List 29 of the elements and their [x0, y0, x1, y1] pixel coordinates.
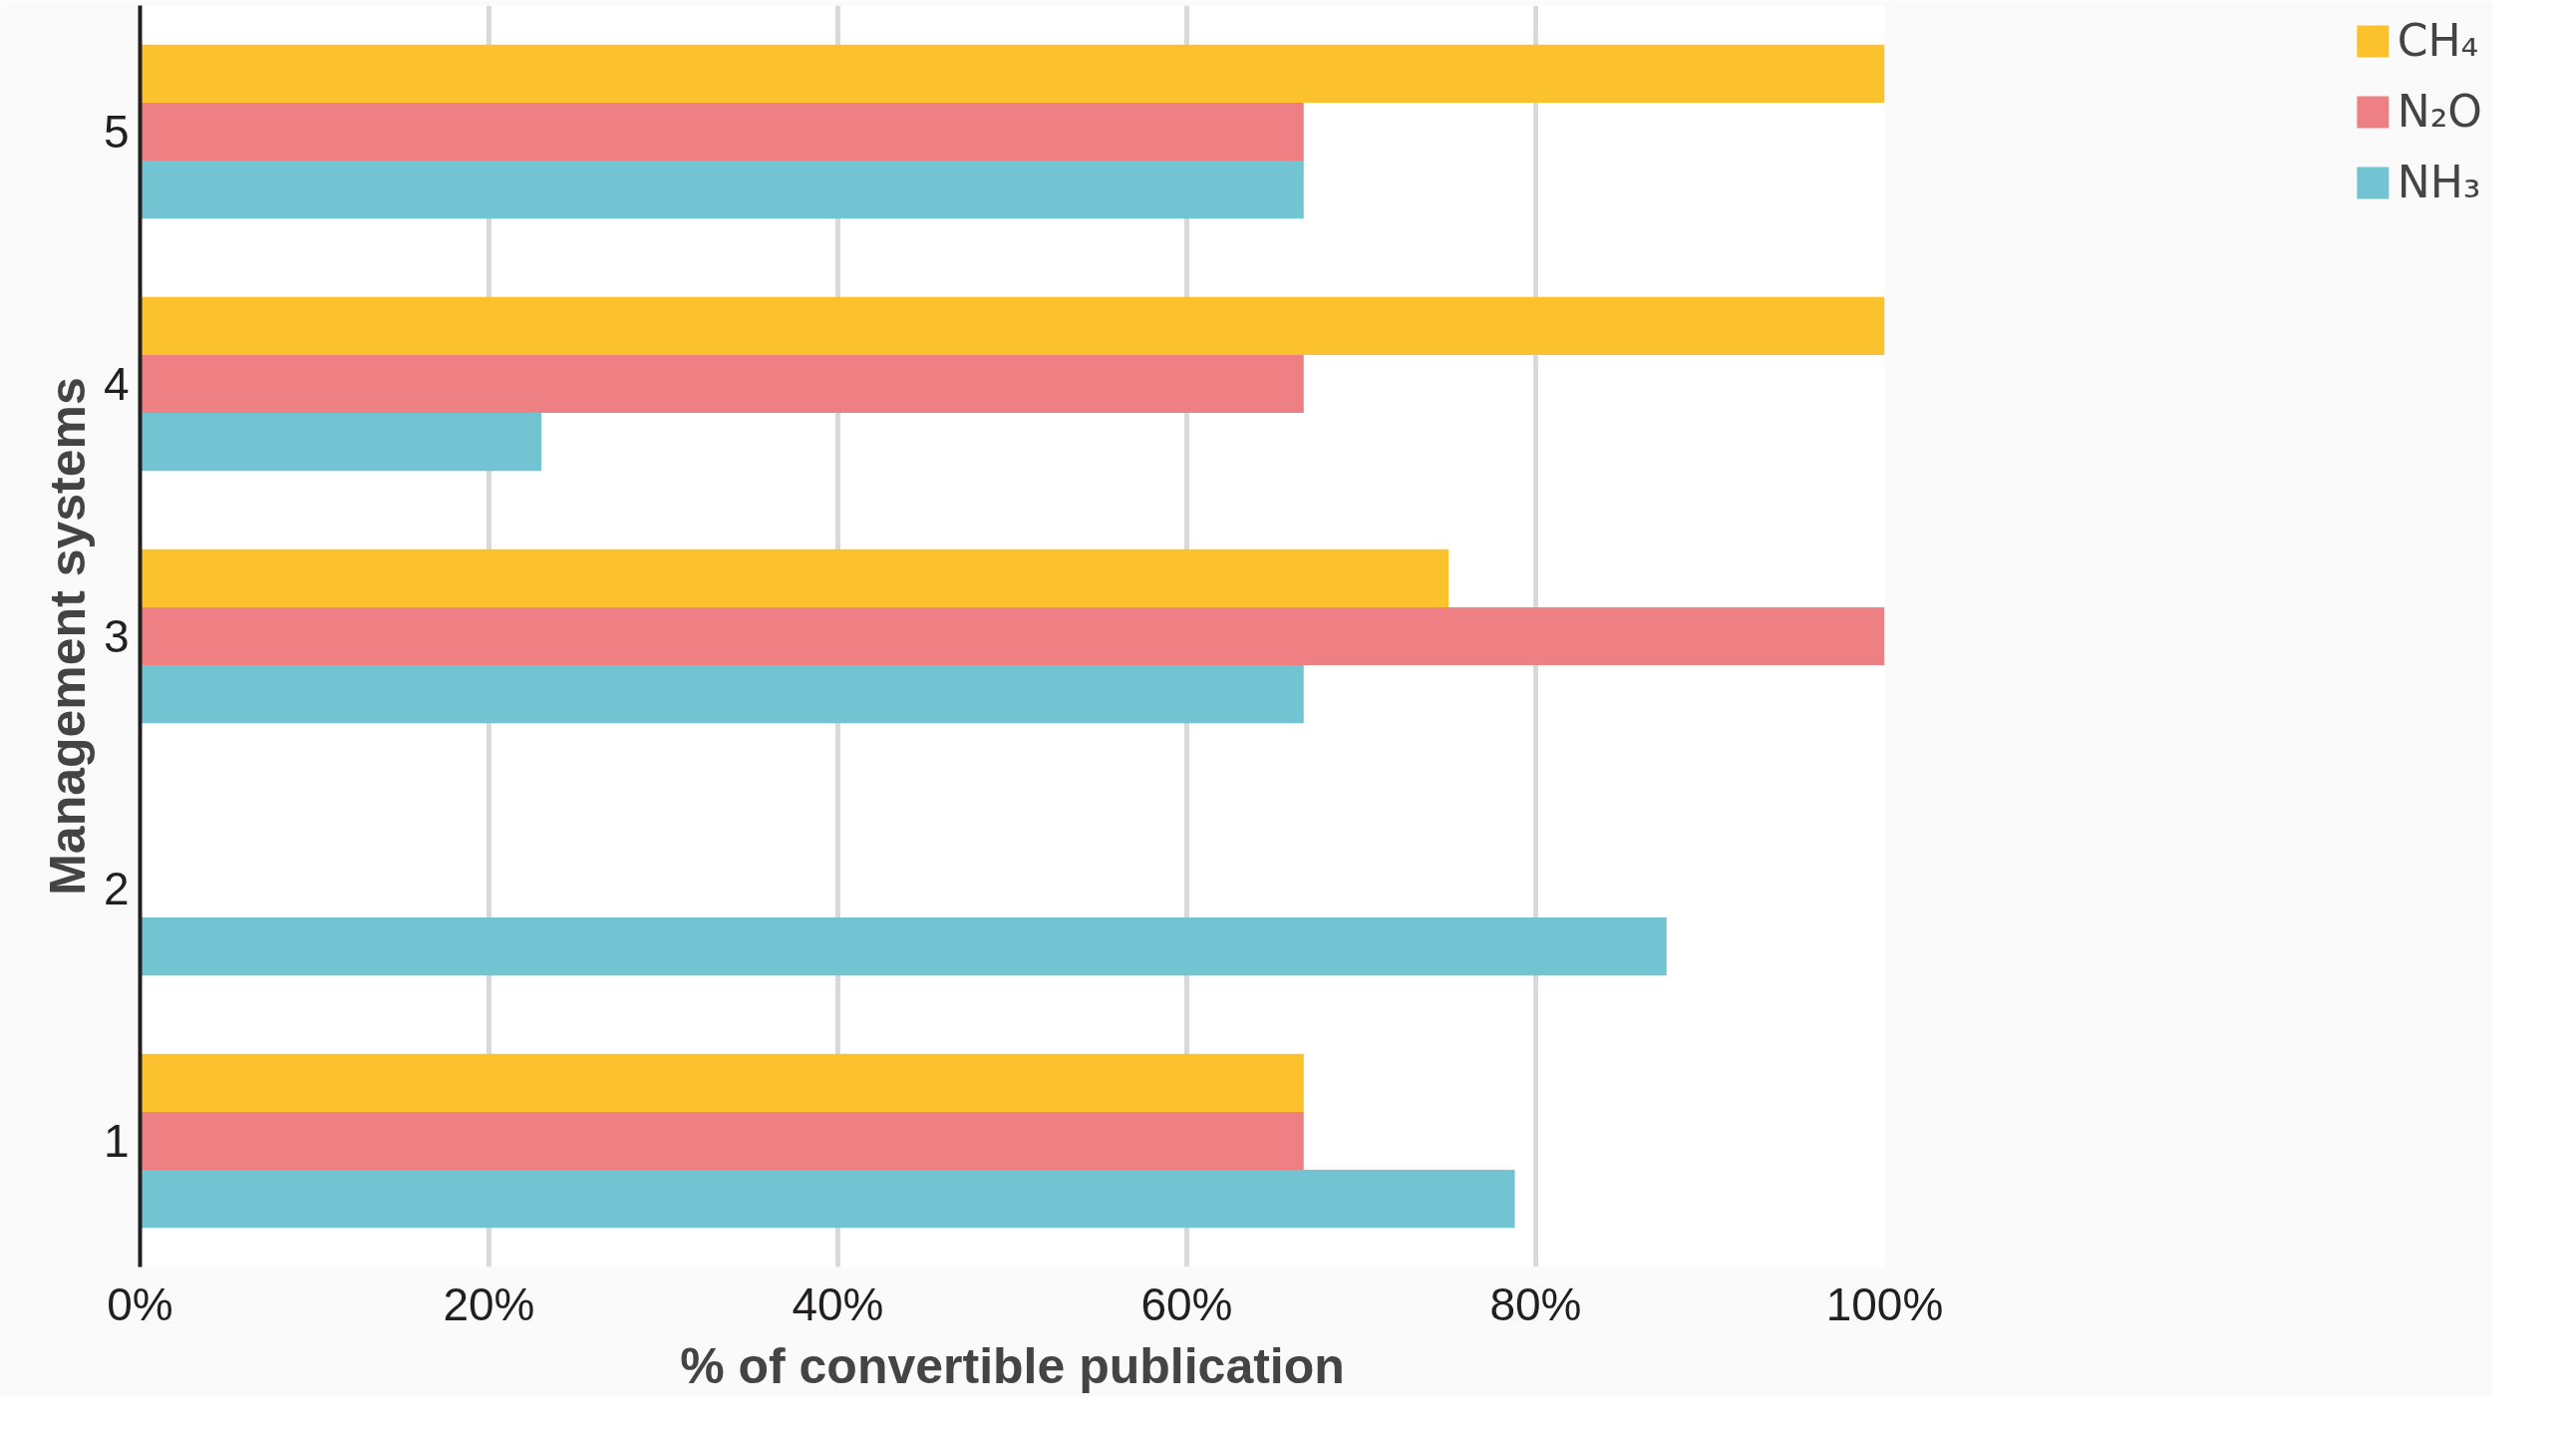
- bar: [140, 161, 1304, 219]
- bar: [140, 296, 1885, 355]
- x-tick-label: 80%: [1489, 1277, 1582, 1330]
- x-axis-title: % of convertible publication: [680, 1337, 1345, 1394]
- y-tick-label: 4: [103, 358, 130, 410]
- legend-label: CH₄: [2397, 15, 2479, 66]
- y-tick-label: 1: [103, 1115, 130, 1167]
- y-axis-title: Management systems: [39, 377, 96, 896]
- bar: [140, 917, 1667, 976]
- bar: [140, 548, 1449, 607]
- y-tick-label: 2: [103, 863, 130, 914]
- x-tick-label: 60%: [1140, 1277, 1233, 1330]
- x-tick-label: 20%: [443, 1277, 535, 1330]
- y-tick-label: 3: [103, 610, 130, 662]
- bar: [140, 665, 1304, 724]
- x-tick-label: 100%: [1825, 1277, 1944, 1330]
- bar: [140, 354, 1304, 414]
- bar: [140, 44, 1885, 103]
- bar: [140, 1053, 1304, 1112]
- legend-label: N₂O: [2397, 86, 2482, 137]
- y-tick-label: 5: [103, 106, 130, 158]
- bar: [140, 102, 1304, 162]
- x-tick-label: 40%: [792, 1277, 884, 1330]
- x-tick-label: 0%: [107, 1277, 173, 1330]
- bar: [140, 606, 1885, 666]
- legend-label: NH₃: [2397, 157, 2481, 207]
- bar: [140, 1170, 1515, 1229]
- bar: [140, 1111, 1304, 1171]
- bar: [140, 413, 541, 472]
